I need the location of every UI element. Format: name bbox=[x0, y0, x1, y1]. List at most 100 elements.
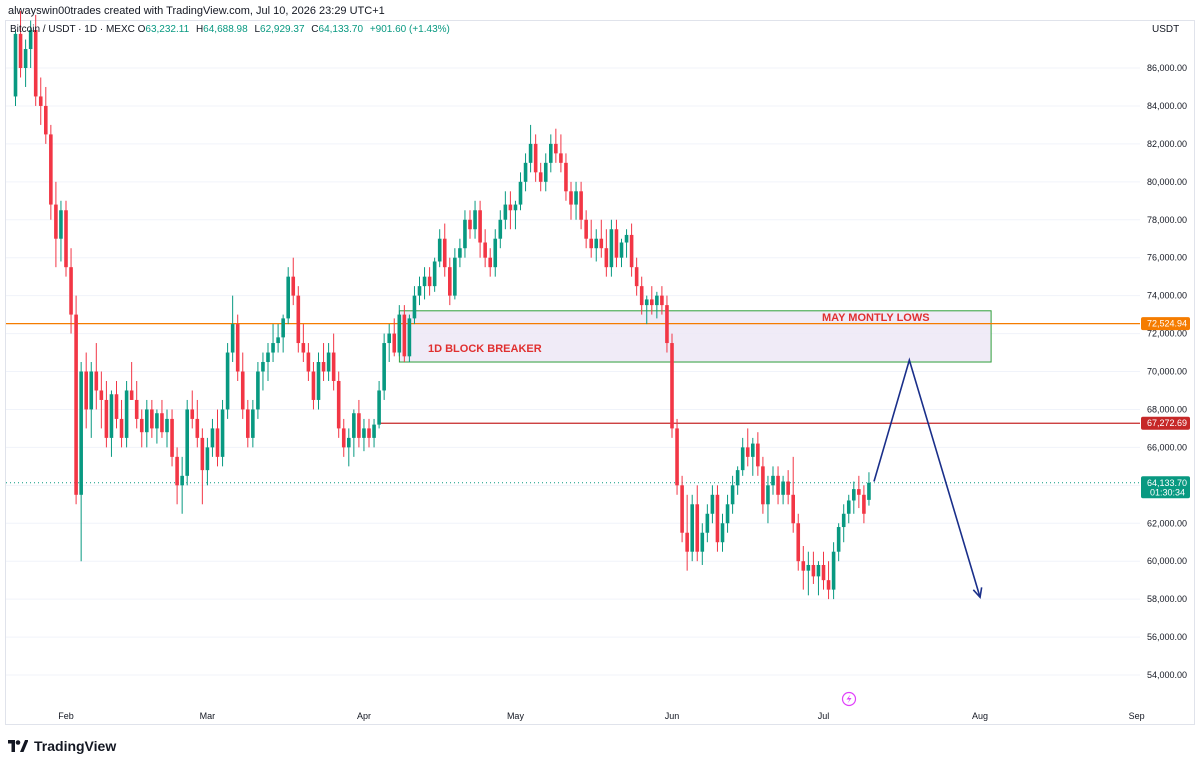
x-tick-label: Sep bbox=[1129, 711, 1145, 721]
candle-body bbox=[796, 523, 801, 562]
candle-body bbox=[644, 299, 649, 306]
candle-body bbox=[407, 318, 412, 357]
candle-body bbox=[99, 390, 104, 400]
tradingview-logo[interactable]: TradingView bbox=[8, 738, 116, 754]
candle-body bbox=[104, 399, 109, 438]
candle-body bbox=[296, 295, 301, 344]
candle-body bbox=[119, 418, 124, 438]
chart-frame bbox=[5, 20, 1195, 725]
candle-body bbox=[756, 443, 760, 467]
candle-body bbox=[735, 470, 740, 486]
candle-body bbox=[594, 238, 599, 249]
open-value: 63,232.11 bbox=[145, 24, 190, 35]
candle-body bbox=[185, 409, 189, 476]
candle-body bbox=[559, 153, 563, 163]
low-key: L bbox=[254, 24, 261, 35]
candle-body bbox=[175, 456, 179, 486]
y-tick-label: 68,000.00 bbox=[1147, 404, 1187, 414]
candle-body bbox=[246, 409, 250, 438]
annotation-layer: MAY MONTLY LOWS 1D BLOCK BREAKER bbox=[428, 312, 930, 355]
candle-body bbox=[543, 162, 548, 182]
chart-attribution: alwayswin00trades created with TradingVi… bbox=[8, 5, 385, 17]
candle-body bbox=[579, 191, 583, 220]
candle-body bbox=[200, 437, 205, 471]
candle-body bbox=[791, 494, 795, 524]
candle-body bbox=[240, 371, 245, 410]
candle-body bbox=[841, 513, 846, 528]
candle-body bbox=[165, 418, 169, 433]
candle-body bbox=[54, 204, 58, 239]
candle-body bbox=[650, 299, 654, 306]
candle-body bbox=[826, 580, 831, 590]
candle-body bbox=[301, 343, 306, 353]
y-tick-label: 82,000.00 bbox=[1147, 139, 1187, 149]
candle-body bbox=[761, 466, 765, 505]
candle-body bbox=[291, 276, 296, 296]
candle-body bbox=[23, 49, 28, 68]
candle-body bbox=[437, 238, 442, 262]
candle-body bbox=[210, 428, 215, 448]
candle-body bbox=[417, 286, 422, 296]
candle-body bbox=[33, 30, 38, 97]
candle-body bbox=[523, 162, 528, 182]
close-key: C bbox=[311, 24, 319, 35]
y-tick-label: 86,000.00 bbox=[1147, 63, 1187, 73]
candle-body bbox=[468, 219, 472, 230]
resistance-price-text: 67,272.69 bbox=[1147, 418, 1187, 428]
candle-body bbox=[352, 413, 356, 438]
forecast-path-line[interactable] bbox=[873, 357, 981, 598]
open-key: O bbox=[137, 24, 146, 35]
candle-body bbox=[326, 352, 331, 372]
candle-body bbox=[311, 371, 316, 400]
candle-body bbox=[730, 485, 735, 505]
currency-label[interactable]: USDT bbox=[1152, 24, 1180, 35]
candle-body bbox=[528, 143, 533, 163]
candle-body bbox=[124, 390, 129, 438]
candle-body bbox=[493, 238, 498, 268]
candle-body bbox=[331, 352, 336, 381]
candle-body bbox=[397, 314, 402, 353]
candle-body bbox=[549, 143, 553, 163]
candle-body bbox=[584, 219, 588, 239]
symbol-label[interactable]: Bitcoin / USDT · 1D · MEXC bbox=[10, 24, 135, 35]
tradingview-logo-text: TradingView bbox=[34, 738, 117, 754]
zone-layer bbox=[398, 310, 992, 363]
y-tick-label: 56,000.00 bbox=[1147, 632, 1187, 642]
candle-body bbox=[18, 33, 23, 68]
candle-body bbox=[155, 413, 159, 429]
candle-body bbox=[336, 380, 341, 429]
candle-body bbox=[114, 394, 119, 419]
candle-body bbox=[129, 390, 134, 400]
forecast-arrow-head bbox=[972, 587, 983, 599]
candle-body bbox=[271, 343, 275, 353]
candle-body bbox=[38, 96, 43, 106]
candle-body bbox=[740, 447, 745, 471]
candle-body bbox=[665, 305, 669, 344]
candle-body bbox=[503, 204, 508, 220]
candle-body bbox=[134, 399, 139, 419]
candles-layer bbox=[13, 11, 871, 600]
candle-body bbox=[705, 513, 710, 533]
y-tick-label: 62,000.00 bbox=[1147, 518, 1187, 528]
candle-body bbox=[220, 409, 225, 457]
candle-body bbox=[59, 210, 63, 239]
symbol-ohlc-bar: Bitcoin / USDT · 1D · MEXC O63,232.11 H6… bbox=[10, 24, 454, 35]
candle-body bbox=[377, 390, 381, 425]
candle-body bbox=[660, 295, 664, 306]
candle-body bbox=[569, 191, 573, 205]
candle-body bbox=[372, 424, 376, 438]
candle-body bbox=[781, 481, 785, 495]
last-price-text: 64,133.70 bbox=[1147, 478, 1187, 488]
resistance-price-tag bbox=[1141, 416, 1190, 430]
may-lows-label: MAY MONTLY LOWS bbox=[822, 312, 930, 324]
candle-body bbox=[862, 494, 866, 514]
candle-body bbox=[427, 276, 432, 287]
candle-body bbox=[513, 204, 518, 211]
candle-body bbox=[180, 475, 184, 486]
lightning-icon[interactable] bbox=[841, 691, 857, 707]
candle-body bbox=[392, 333, 397, 353]
candle-body bbox=[453, 257, 457, 296]
candle-body bbox=[624, 234, 629, 243]
block-breaker-zone[interactable] bbox=[398, 310, 992, 363]
